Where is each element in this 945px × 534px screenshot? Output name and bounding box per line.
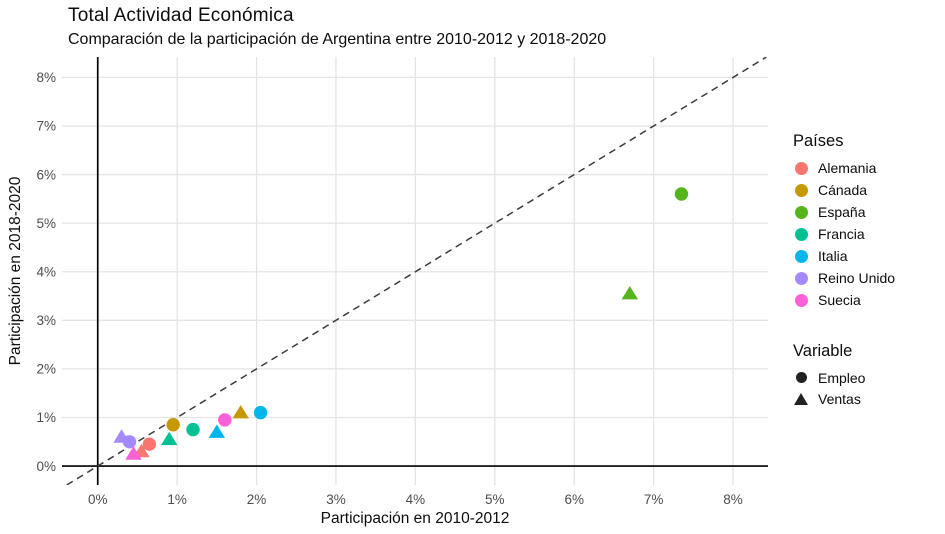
legend-item-francia: Francia [793, 223, 943, 245]
circle-icon [793, 293, 809, 307]
legend-countries-title: Países [793, 132, 844, 150]
point-reino-unido-ventas [113, 429, 130, 443]
point-suecia-empleo [218, 413, 232, 427]
legend-item-label: Reino Unido [818, 270, 896, 286]
legend-item-alemania: Alemania [793, 157, 943, 179]
x-tick-label: 4% [406, 492, 426, 507]
legend-item-españa: España [793, 201, 943, 223]
point-cánada-ventas [232, 405, 249, 419]
point-españa-ventas [621, 285, 639, 300]
legend-item-label: Empleo [818, 369, 866, 386]
zero-lines [62, 57, 768, 485]
point-italia-empleo [253, 405, 268, 420]
legend-item-label: Cánada [818, 182, 868, 198]
y-tick-label: 5% [36, 216, 56, 231]
x-tick-label: 0% [88, 492, 108, 507]
y-tick-label: 4% [36, 264, 56, 279]
legend-item-label: Ventas [818, 390, 861, 407]
legend-item-italia: Italia [793, 245, 943, 267]
circle-icon [793, 205, 809, 219]
x-axis-title: Participación en 2010-2012 [321, 510, 510, 527]
legend-item-label: Alemania [818, 160, 877, 176]
y-tick-label: 8% [36, 70, 56, 85]
legend-item-reino-unido: Reino Unido [793, 267, 943, 289]
x-tick-label: 1% [167, 492, 187, 507]
x-tick-label: 6% [564, 492, 584, 507]
y-tick-label: 1% [36, 410, 56, 425]
legend-item-label: Francia [818, 226, 865, 242]
legend-item-suecia: Suecia [793, 289, 943, 311]
point-cánada-empleo [166, 418, 180, 432]
circle-icon [793, 183, 809, 197]
legend-item-cánada: Cánada [793, 179, 943, 201]
legend-item-label: Suecia [818, 292, 861, 308]
y-tick-label: 2% [36, 362, 56, 377]
identity-line [66, 57, 767, 485]
circle-icon [793, 372, 809, 383]
y-tick-label: 7% [36, 119, 56, 134]
x-tick-labels: 0% 1% 2% 3% 4% 5% 6% 7% 8% [88, 492, 743, 507]
identity-dashed-line [66, 57, 767, 485]
point-francia-empleo [186, 422, 200, 437]
circle-icon [793, 249, 809, 263]
x-tick-label: 7% [644, 492, 664, 507]
circle-icon [793, 161, 809, 175]
point-alemania-empleo [142, 437, 157, 451]
legend-item-label: Italia [818, 248, 848, 264]
x-tick-label: 2% [247, 492, 267, 507]
x-tick-label: 3% [326, 492, 346, 507]
legend-variable-title: Variable [793, 342, 853, 360]
point-españa-empleo [674, 187, 689, 201]
point-francia-ventas [161, 431, 178, 446]
y-tick-label: 3% [36, 313, 56, 328]
y-tick-label: 6% [36, 167, 56, 182]
triangle-icon [793, 392, 809, 405]
legend: Países Alemania Cánada España Francia Italia… [793, 131, 943, 409]
x-tick-label: 5% [485, 492, 505, 507]
y-tick-label: 0% [36, 459, 56, 474]
chart-title: Total Actividad Económica [68, 5, 294, 26]
chart-subtitle: Comparación de la participación de Argen… [68, 31, 607, 48]
legend-variable-items: Empleo Ventas [793, 367, 943, 409]
legend-item-ventas: Ventas [793, 388, 943, 409]
circle-icon [793, 227, 809, 241]
y-tick-labels: 0% 1% 2% 3% 4% 5% 6% 7% 8% [36, 70, 56, 474]
legend-item-empleo: Empleo [793, 367, 943, 388]
y-axis-title: Participación en 2018-2020 [7, 176, 24, 365]
data-points [113, 187, 689, 460]
legend-countries-items: Alemania Cánada España Francia Italia Reino U… [793, 157, 943, 311]
point-italia-ventas [208, 424, 226, 438]
point-suecia-ventas [125, 446, 142, 460]
legend-item-label: España [818, 204, 866, 220]
circle-icon [793, 271, 809, 285]
x-tick-label: 8% [723, 492, 743, 507]
